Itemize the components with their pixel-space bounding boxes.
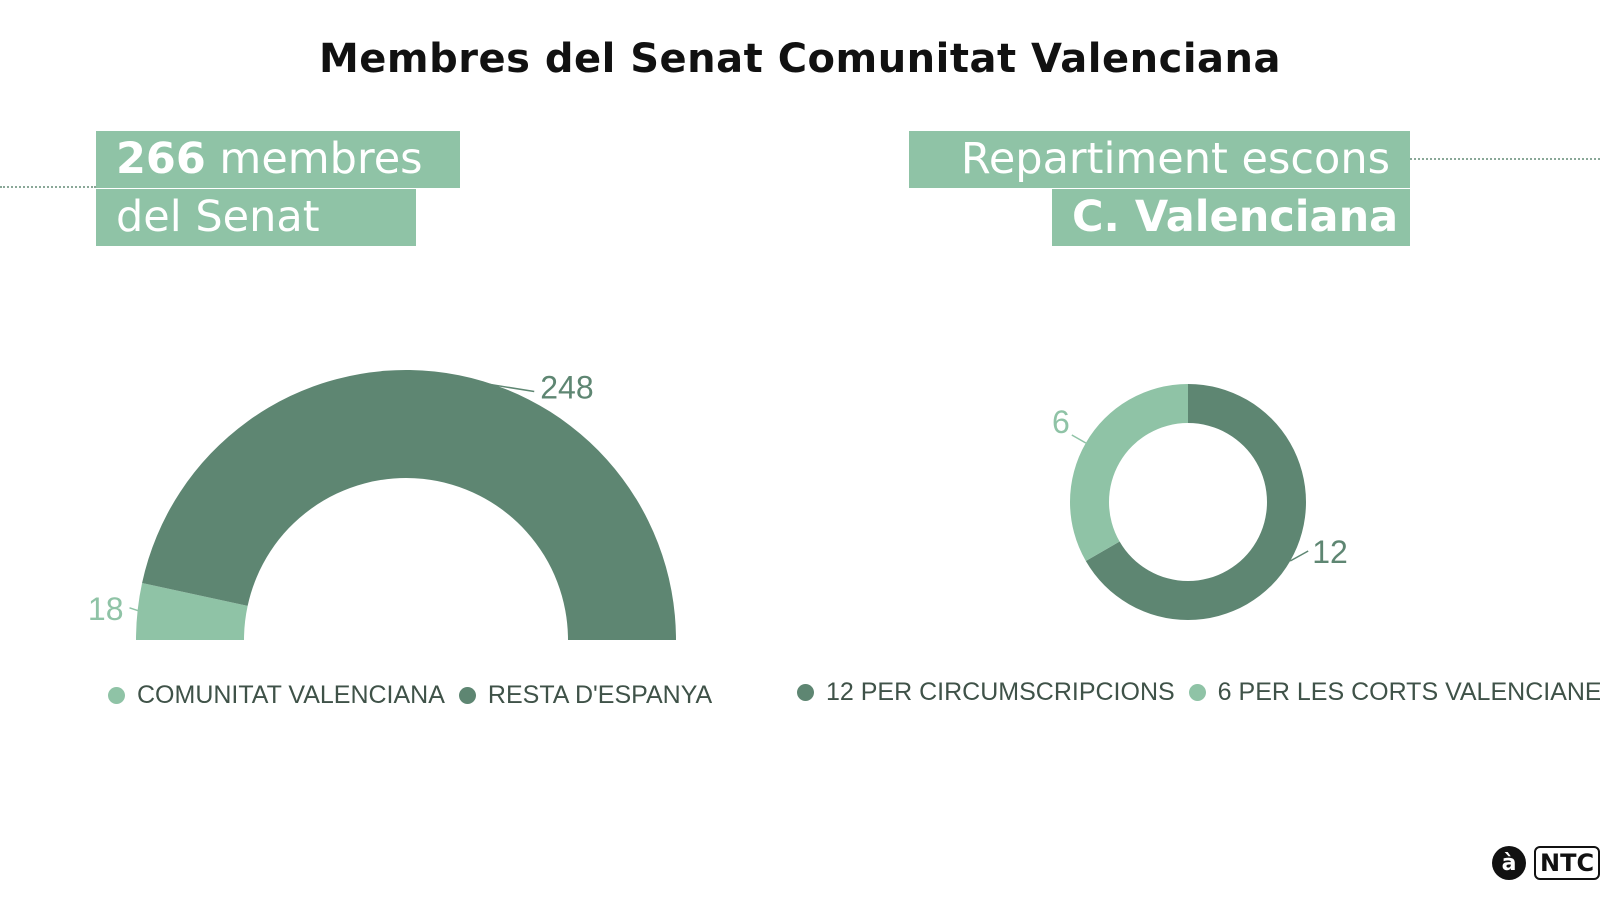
- left-tag-line1-text: membres: [205, 134, 423, 184]
- legend-item-corts-valencianes: 6 PER LES CORTS VALENCIANES: [1188, 678, 1600, 707]
- logo-mark: à: [1492, 846, 1526, 880]
- legend-label-corts-valencianes: 6 PER LES CORTS VALENCIANES: [1217, 678, 1600, 706]
- left-legend: COMUNITAT VALENCIANA RESTA D'ESPANYA: [108, 681, 726, 710]
- legend-item-circumscripcions: 12 PER CIRCUMSCRIPCIONS: [797, 678, 1175, 707]
- legend-swatch-dark: [797, 684, 814, 701]
- legend-label-resta-espanya: RESTA D'ESPANYA: [487, 681, 713, 709]
- page-title: Membres del Senat Comunitat Valenciana: [319, 36, 1281, 82]
- left-dotted-rule: [0, 186, 96, 188]
- legend-item-resta-espanya: RESTA D'ESPANYA: [458, 681, 713, 710]
- right-legend: 12 PER CIRCUMSCRIPCIONS 6 PER LES CORTS …: [797, 678, 1600, 707]
- legend-label-comunitat-valenciana: COMUNITAT VALENCIANA: [137, 681, 445, 709]
- semi-donut-slice-resta-d-espanya: [142, 370, 677, 640]
- donut-slice-12-per-circumscripcions: [1085, 384, 1306, 620]
- broadcaster-logo: à NTC: [1492, 846, 1600, 880]
- legend-swatch-light: [108, 687, 125, 704]
- donut-label-6-per-les-corts-valencianes: 6: [1052, 404, 1070, 440]
- legend-item-comunitat-valenciana: COMUNITAT VALENCIANA: [108, 681, 445, 710]
- donut-leader-6-per-les-corts-valencianes: [1071, 434, 1087, 444]
- semi-donut-slice-comunitat-valenciana: [136, 583, 248, 640]
- right-tag-line1: Repartiment escons: [909, 131, 1410, 188]
- donut-leader-12-per-circumscripcions: [1289, 550, 1309, 562]
- donut-slice-6-per-les-corts-valencianes: [1070, 384, 1188, 561]
- left-tag-line2: del Senat: [96, 189, 416, 246]
- logo-text: NTC: [1534, 846, 1600, 880]
- right-dotted-rule: [1410, 158, 1600, 160]
- semi-donut-label-resta-d-espanya: 248: [540, 370, 593, 406]
- right-tag-line2: C. Valenciana: [1052, 189, 1410, 246]
- left-tag-count: 266: [116, 134, 206, 184]
- legend-swatch-dark: [458, 687, 476, 704]
- legend-swatch-light: [1188, 684, 1206, 701]
- donut-label-12-per-circumscripcions: 12: [1312, 534, 1348, 570]
- semi-donut-leader-resta-d-espanya: [434, 374, 535, 393]
- legend-label-circumscripcions: 12 PER CIRCUMSCRIPCIONS: [826, 678, 1175, 706]
- left-tag-line1: 266 membres: [96, 131, 460, 188]
- semi-donut-leader-comunitat-valenciana: [129, 607, 142, 613]
- semi-donut-label-comunitat-valenciana: 18: [88, 591, 124, 627]
